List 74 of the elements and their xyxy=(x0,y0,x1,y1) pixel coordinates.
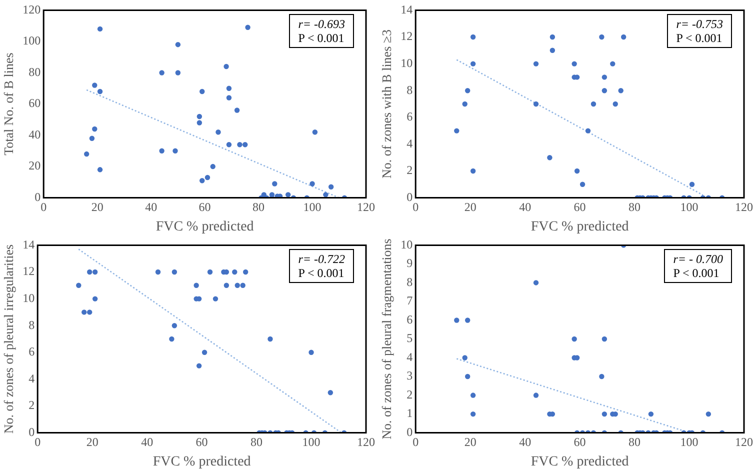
y-tick-label: 3 xyxy=(406,368,413,383)
annotation: P < 0.001 xyxy=(298,31,345,45)
x-tick-label: 60 xyxy=(574,200,586,214)
y-tick-label: 60 xyxy=(28,96,41,110)
x-tick-label: 40 xyxy=(519,200,532,214)
x-axis-title: FVC % predicted xyxy=(530,219,629,234)
y-axis-title: No. of zones of pleural irregularities xyxy=(1,244,16,434)
y-tick-label: 0 xyxy=(406,424,413,439)
y-tick-label: 2 xyxy=(28,398,35,412)
x-tick-label: 120 xyxy=(357,200,375,214)
y-tick-label: 80 xyxy=(28,64,41,79)
x-axis-title: FVC % predicted xyxy=(530,454,629,470)
y-axis-title: No. of zones of pleural fragmentations xyxy=(379,238,394,440)
y-tick-label: 8 xyxy=(406,82,413,97)
annotation: r= -0.693 xyxy=(298,17,345,31)
x-tick-label: 120 xyxy=(735,200,753,214)
y-tick-label: 5 xyxy=(406,331,413,346)
y-tick-label: 14 xyxy=(22,237,35,252)
y-tick-label: 10 xyxy=(22,290,35,305)
y-tick-label: 0 xyxy=(28,424,35,439)
y-tick-label: 40 xyxy=(28,127,41,142)
y-tick-label: 4 xyxy=(406,136,413,150)
x-tick-label: 60 xyxy=(196,435,208,450)
y-tick-label: 7 xyxy=(406,294,413,308)
y-tick-label: 120 xyxy=(22,2,41,16)
x-tick-label: 20 xyxy=(91,200,104,214)
y-tick-label: 12 xyxy=(400,29,413,44)
annotation: P < 0.001 xyxy=(676,31,723,45)
y-tick-label: 6 xyxy=(406,312,413,326)
y-tick-label: 1 xyxy=(406,406,413,420)
x-axis-title: FVC % predicted xyxy=(152,454,251,470)
y-tick-label: 8 xyxy=(406,274,413,289)
x-tick-label: 40 xyxy=(519,435,532,450)
annotation: P < 0.001 xyxy=(298,266,345,280)
x-tick-label: 100 xyxy=(680,200,698,214)
y-tick-label: 12 xyxy=(22,264,35,278)
y-tick-label: 4 xyxy=(28,371,35,386)
y-tick-label: 8 xyxy=(28,318,35,332)
y-tick-label: 6 xyxy=(406,110,413,124)
y-tick-label: 100 xyxy=(22,34,41,48)
x-axis-title: FVC % predicted xyxy=(156,219,254,234)
y-tick-label: 6 xyxy=(28,344,35,359)
y-tick-label: 9 xyxy=(406,256,413,270)
x-tick-label: 20 xyxy=(464,200,476,214)
y-axis-title: No. of zones with B lines ≥3 xyxy=(379,29,394,179)
y-tick-label: 20 xyxy=(28,158,41,173)
x-tick-label: 80 xyxy=(250,435,263,450)
y-tick-label: 10 xyxy=(400,56,413,70)
x-tick-label: 120 xyxy=(735,435,753,450)
y-tick-label: 4 xyxy=(406,350,413,364)
x-tick-label: 20 xyxy=(464,435,476,450)
x-tick-label: 100 xyxy=(302,435,320,450)
y-tick-label: 10 xyxy=(400,237,413,252)
x-tick-label: 120 xyxy=(357,435,375,450)
x-tick-label: 100 xyxy=(303,200,322,214)
x-tick-label: 60 xyxy=(198,200,211,214)
y-tick-label: 0 xyxy=(406,190,413,204)
annotation: P < 0.001 xyxy=(673,266,720,280)
x-tick-label: 40 xyxy=(145,200,158,214)
x-tick-label: 80 xyxy=(628,200,641,214)
x-tick-label: 100 xyxy=(680,435,698,450)
x-tick-label: 80 xyxy=(628,435,641,450)
y-tick-label: 14 xyxy=(400,2,413,16)
y-tick-label: 0 xyxy=(34,190,41,204)
y-axis-title: Total No. of B lines xyxy=(1,52,16,156)
x-tick-label: 80 xyxy=(252,200,265,214)
x-tick-label: 40 xyxy=(141,435,154,450)
annotation: r= - 0.700 xyxy=(673,252,723,266)
x-tick-label: 20 xyxy=(86,435,98,450)
annotation: r= -0.753 xyxy=(676,17,723,31)
annotation: r= -0.722 xyxy=(298,252,345,266)
y-tick-label: 2 xyxy=(406,163,413,178)
x-tick-label: 60 xyxy=(574,435,586,450)
y-tick-label: 2 xyxy=(406,387,413,402)
